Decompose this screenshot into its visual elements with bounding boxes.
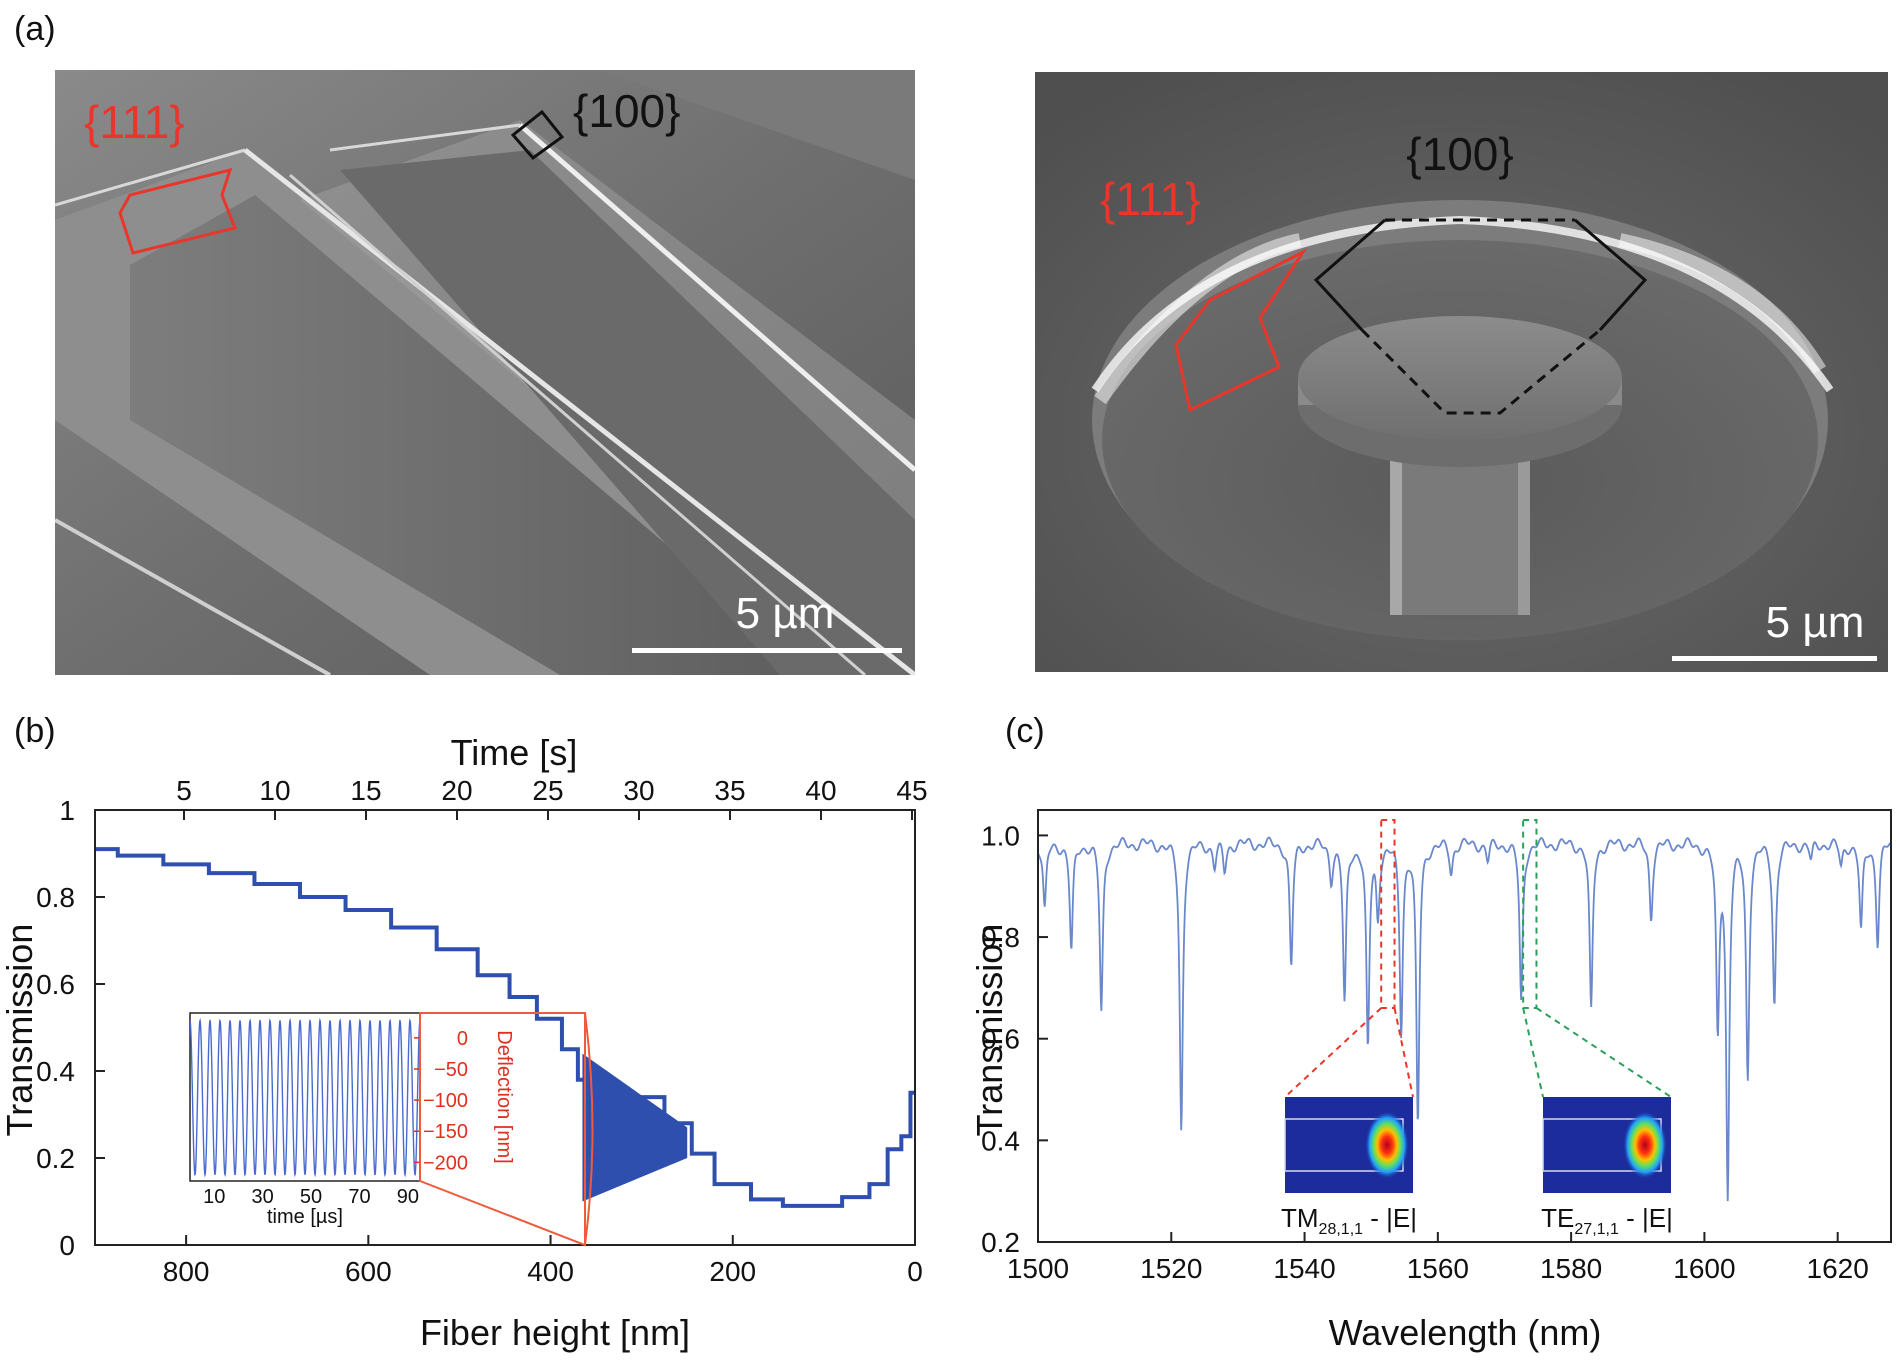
chart-b-y-tick-label: 0.8 [36,882,75,913]
chart-c-mode-insets: TM28,1,1 - |E| TE27,1,1 - |E| [1281,819,1673,1238]
chart-b-x2-tick-label: 40 [805,775,836,806]
chart-b-y-tick-label: 0.4 [36,1056,75,1087]
chart-b-inset-y-tick-label: −100 [423,1090,468,1112]
chart-b-inset-plot [190,1017,420,1178]
scale-label-right: 5 µm [1766,598,1865,647]
facet-100-outline-right-solid2 [1574,218,1648,332]
facet-100-label-left: {100} [573,85,680,137]
chart-c-x-tick-label: 1520 [1140,1253,1202,1284]
chart-b-y-tick-label: 0 [59,1230,75,1261]
facet-100-label-right: {100} [1406,128,1513,180]
panel-b-label: (b) [14,712,56,750]
chart-b-y-tick-label: 1 [59,795,75,826]
chart-b-x-tick-label: 0 [907,1256,923,1287]
chart-c-ticks: 1500 1520 1540 1560 1580 1600 1620 0.2 0.4 0.6 0.8… [981,820,1869,1284]
chart-b-x2-tick-label: 15 [350,775,381,806]
chart-b-x2-tick-label: 5 [176,775,192,806]
panel-a-label: (a) [14,10,56,48]
chart-c-y-tick-label: 0.8 [981,922,1020,953]
chart-b-inset-ylabel: Deflection [nm] [493,1030,515,1163]
chart-b-y-tick-label: 0.6 [36,969,75,1000]
chart-b-ticks: 800 600 400 200 05 10 15 20 25 30 35 40 4500.20.40.6… [36,775,928,1287]
chart-c-plot [1038,836,1891,1202]
facet-111-outline-left [118,167,238,255]
chart-c-frame [1037,809,1892,1243]
chart-b-inset-x-tick-label: 50 [300,1186,322,1208]
sem-image-right [1035,72,1888,672]
chart-b-oscillation-band [582,1053,688,1202]
chart-b-frame [94,809,916,1246]
chart-b-x-tick-label: 400 [527,1256,574,1287]
chart-b-x-tick-label: 800 [163,1256,210,1287]
chart-b: 800 600 400 200 05 10 15 20 25 30 35 40 4500.20.40.6… [0,732,928,1353]
chart-b-inset: 10 30 50 70 90 0 −50 −100 −150 −200 time [µs] Defle… [189,1012,594,1247]
chart-c-y-tick-label: 0.6 [981,1024,1020,1055]
chart-c-mode-marker [1522,819,1538,1009]
chart-b-x-tick-label: 200 [709,1256,756,1287]
chart-b-inset-y-tick-label: 0 [457,1028,468,1050]
facet-100-outline-left [510,109,565,161]
chart-c-x-tick-label: 1580 [1540,1253,1602,1284]
chart-c-y-tick-label: 0.2 [981,1227,1020,1258]
chart-b-inset-wave [190,1017,420,1178]
chart-c-mode-label: TM28,1,1 - |E| [1281,1203,1417,1238]
chart-b-x2-tick-label: 35 [714,775,745,806]
chart-c-mode-connector [1522,1007,1544,1098]
facet-111-label-right: {111} [1100,173,1201,225]
chart-c-spectrum-line [1038,836,1891,1202]
chart-c-mode-marker [1380,819,1396,1009]
chart-b-inset-x-tick-label: 70 [348,1186,370,1208]
chart-b-xlabel: Fiber height [nm] [420,1312,690,1353]
chart-b-inset-xlabel: time [µs] [267,1206,343,1228]
chart-b-x-tick-label: 600 [345,1256,392,1287]
sem-image-left [55,70,915,675]
chart-b-inset-x-tick-label: 30 [252,1186,274,1208]
chart-c-y-tick-label: 0.4 [981,1125,1020,1156]
panel-c-label: (c) [1005,712,1045,750]
facet-111-outline-right [1174,248,1308,413]
chart-c-x-tick-label: 1600 [1673,1253,1735,1284]
chart-c-x-tick-label: 1620 [1807,1253,1869,1284]
chart-b-inset-y-tick-label: −200 [423,1152,468,1174]
facet-100-outline-right-dashed2 [1360,328,1601,415]
facet-111-label-left: {111} [84,96,185,148]
chart-b-x2-tick-label: 45 [896,775,927,806]
chart-b-ylabel: Transmission [0,924,40,1137]
chart-b-inset-y-tick-label: −50 [434,1059,468,1081]
chart-c-x-tick-label: 1540 [1273,1253,1335,1284]
chart-c-x-tick-label: 1560 [1407,1253,1469,1284]
chart-b-x2-tick-label: 20 [441,775,472,806]
chart-c-y-tick-label: 1.0 [981,820,1020,851]
chart-b-x2-tick-label: 30 [623,775,654,806]
chart-b-inset-x-tick-label: 90 [397,1186,419,1208]
chart-b-series-line [95,847,915,1208]
chart-c-mode-field-spot [1365,1111,1409,1179]
chart-c-x-tick-label: 1500 [1007,1253,1069,1284]
chart-c-mode-connector [1535,1007,1672,1098]
chart-b-x2label: Time [s] [451,732,578,773]
chart-c: 1500 1520 1540 1560 1580 1600 1620 0.2 0.4 0.6 0.8… [969,809,1892,1353]
chart-b-inset-y-tick-label: −150 [423,1121,468,1143]
facet-100-outline-right-solid1 [1313,218,1386,332]
scale-label-left: 5 µm [736,589,835,638]
chart-c-mode-label: TE27,1,1 - |E| [1541,1203,1673,1238]
chart-b-x2-tick-label: 10 [259,775,290,806]
chart-b-y-tick-label: 0.2 [36,1143,75,1174]
chart-c-mode-connector [1393,1007,1414,1098]
chart-b-plot [95,847,915,1208]
chart-b-inset-zoom-edge [584,1012,594,1246]
chart-c-xlabel: Wavelength (nm) [1329,1312,1602,1353]
chart-c-mode-field-spot [1623,1111,1667,1179]
chart-b-inset-x-tick-label: 10 [203,1186,225,1208]
chart-c-ylabel: Transmission [969,924,1010,1137]
chart-b-x2-tick-label: 25 [532,775,563,806]
